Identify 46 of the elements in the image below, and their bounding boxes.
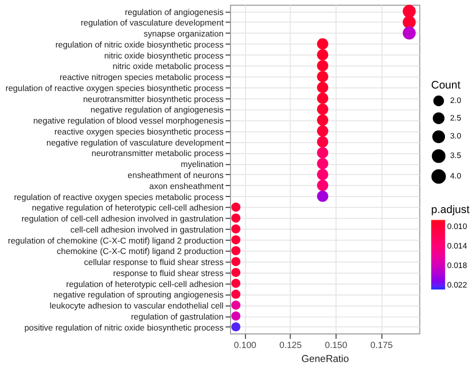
y-tick-label: cell-cell adhesion involved in gastrulation xyxy=(70,224,224,234)
y-tick-label: negative regulation of sprouting angiogenesis xyxy=(53,290,224,300)
y-tick-label: regulation of vasculature development xyxy=(80,18,224,28)
y-tick-label: cellular response to fluid shear stress xyxy=(84,257,224,268)
y-tick-label: ensheathment of neurons xyxy=(128,170,224,180)
legend-label: 3.5 xyxy=(450,151,462,160)
y-tick-label: regulation of nitric oxide biosynthetic process xyxy=(55,39,224,50)
y-tick-label: negative regulation of blood vessel morphogenesis xyxy=(33,116,224,126)
legend-label: 2.0 xyxy=(450,96,462,105)
y-tick-label: negative regulation of angiogenesis xyxy=(90,104,224,115)
y-tick-label: regulation of cell-cell adhesion involved in gastrulation xyxy=(21,214,224,224)
x-tick-label: 0.175 xyxy=(370,340,393,350)
y-tick-label: chemokine (C-X-C motif) ligand 2 production xyxy=(56,246,224,256)
x-tick-label: 0.100 xyxy=(234,340,256,350)
color-bar-label: 0.010 xyxy=(447,222,468,232)
x-axis-title: GeneRatio xyxy=(301,354,350,365)
color-bar-label: 0.022 xyxy=(447,280,468,290)
color-bar-label: 0.014 xyxy=(447,242,468,251)
legend-title: Count xyxy=(431,79,460,92)
y-tick-label: regulation of reactive oxygen species metabolic process xyxy=(14,192,224,202)
y-tick-label: nitric oxide metabolic process xyxy=(112,61,224,72)
y-tick-label: nitric oxide biosynthetic process xyxy=(104,50,224,60)
y-tick-label: regulation of angiogenesis xyxy=(124,6,224,17)
color-bar-title: p.adjust xyxy=(431,204,470,216)
y-tick-label: reactive oxygen species biosynthetic process xyxy=(54,126,224,136)
y-tick-label: negative regulation of vasculature development xyxy=(46,137,224,148)
y-tick-label: positive regulation of nitric oxide biosynthetic process xyxy=(24,322,224,332)
y-tick-label: synapse organization xyxy=(144,28,224,39)
color-bar-label: 0.018 xyxy=(447,261,468,270)
y-tick-label: regulation of chemokine (C-X-C motif) ligand 2 production xyxy=(8,235,224,246)
x-tick-label: 0.125 xyxy=(279,340,302,350)
y-tick-label: negative regulation of heterotypic cell-cell adhesion xyxy=(32,202,224,213)
legend-label: 2.5 xyxy=(450,113,462,122)
legend-label: 4.0 xyxy=(450,172,462,181)
y-tick-label: axon ensheathment xyxy=(149,180,224,191)
legend-label: 3.0 xyxy=(450,132,462,141)
y-tick-label: neurotransmitter biosynthetic process xyxy=(83,94,224,104)
y-tick-label: regulation of reactive oxygen species biosynthetic process xyxy=(6,82,224,93)
y-tick-label: regulation of gastrulation xyxy=(130,311,224,322)
y-tick-label: myelination xyxy=(180,159,224,170)
y-tick-label: response to fluid shear stress xyxy=(113,268,224,278)
x-tick-label: 0.150 xyxy=(324,340,348,350)
y-tick-label: reactive nitrogen species metabolic process xyxy=(60,72,224,82)
y-tick-label: regulation of heterotypic cell-cell adhesion xyxy=(66,278,224,289)
y-tick-label: neurotransmitter metabolic process xyxy=(92,148,224,158)
y-tick-label: leukocyte adhesion to vascular endothelial cell xyxy=(50,300,224,311)
